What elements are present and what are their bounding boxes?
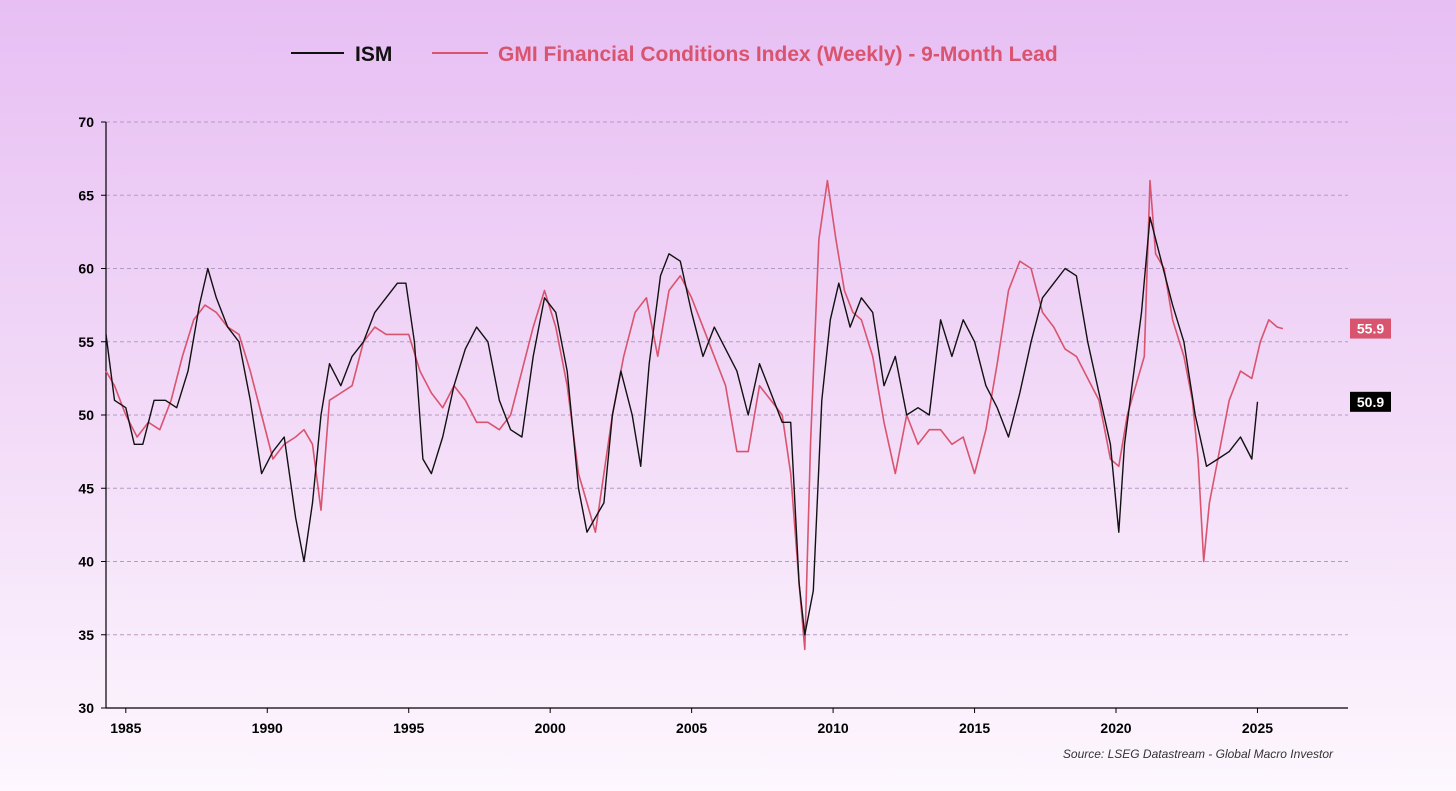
source-note: Source: LSEG Datastream - Global Macro I…: [1063, 747, 1334, 761]
series-layer: [105, 179, 1284, 651]
x-tick-label-2025: 2025: [1242, 720, 1273, 736]
y-tick-label-50: 50: [78, 407, 94, 423]
x-axis-ticks: 1985 1990 1995 2000 2005 2010 2015 2020 2025: [110, 708, 1273, 736]
legend-label-ism: ISM: [355, 43, 392, 66]
end-labels: 55.9 50.9: [1350, 318, 1391, 412]
y-tick-label-65: 65: [78, 187, 94, 203]
x-tick-label-1990: 1990: [252, 720, 283, 736]
x-tick-label-2010: 2010: [818, 720, 849, 736]
y-tick-label-45: 45: [78, 480, 94, 496]
ism-series-line: [105, 216, 1259, 636]
x-tick-label-2020: 2020: [1100, 720, 1131, 736]
legend: ISM GMI Financial Conditions Index (Week…: [291, 43, 1058, 66]
x-tick-label-1995: 1995: [393, 720, 424, 736]
y-tick-label-30: 30: [78, 700, 94, 716]
y-tick-label-40: 40: [78, 554, 94, 570]
x-tick-label-2015: 2015: [959, 720, 990, 736]
legend-label-gmi: GMI Financial Conditions Index (Weekly) …: [498, 43, 1058, 66]
gmi-series-line: [105, 179, 1284, 651]
y-axis-ticks: 30 35 40 45 50 55 60 65 70: [78, 114, 106, 716]
x-tick-label-2005: 2005: [676, 720, 707, 736]
ism-end-label-box: [1350, 391, 1391, 412]
y-tick-label-35: 35: [78, 627, 94, 643]
gridlines: [106, 121, 1348, 636]
x-tick-label-1985: 1985: [110, 720, 141, 736]
x-tick-label-2000: 2000: [535, 720, 566, 736]
y-tick-label-60: 60: [78, 261, 94, 277]
y-tick-label-55: 55: [78, 334, 94, 350]
ism-end-label: 50.9: [1357, 394, 1384, 410]
y-tick-label-70: 70: [78, 114, 94, 130]
gmi-end-label-box: [1350, 318, 1391, 339]
gmi-end-label: 55.9: [1357, 321, 1384, 337]
axes: [105, 122, 1348, 709]
